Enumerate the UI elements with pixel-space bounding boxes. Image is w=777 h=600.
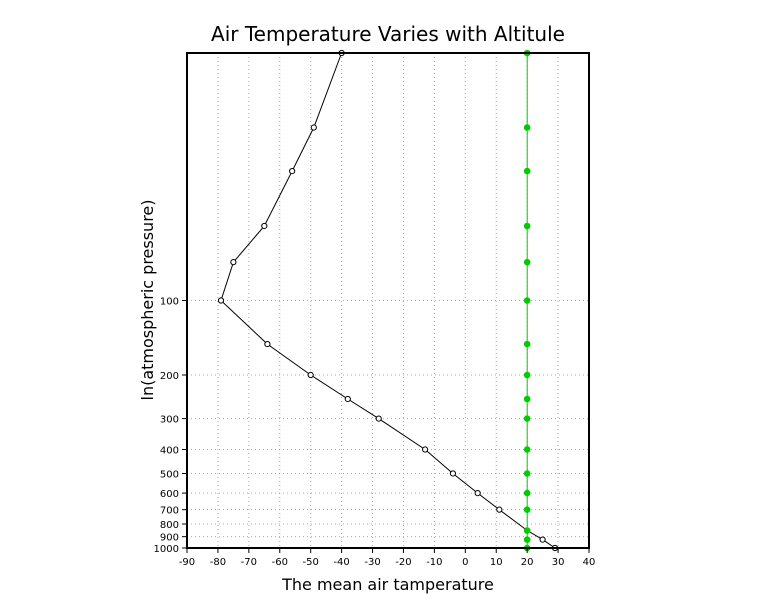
- series-0-point: [375, 415, 382, 422]
- y-tick-label: 200: [160, 371, 179, 382]
- series-0-point: [289, 167, 296, 175]
- series-1-point: [523, 258, 531, 266]
- series-1-point: [523, 340, 531, 348]
- y-tick-label: 1000: [154, 544, 179, 555]
- series-0-point: [310, 124, 317, 131]
- y-tick-label: 400: [160, 446, 179, 457]
- x-tick-label: -40: [333, 557, 349, 568]
- series-0-point: [230, 259, 237, 266]
- series-1-point: [523, 124, 531, 131]
- x-axis-label: The mean air tamperature: [281, 575, 494, 594]
- y-tick-label: 700: [160, 506, 179, 517]
- series-1-point: [523, 167, 531, 175]
- chart-title: Air Temperature Varies with Altitule: [211, 22, 565, 46]
- series-1-point: [523, 415, 531, 422]
- series-1-point: [523, 446, 531, 453]
- x-tick-label: -30: [364, 557, 380, 568]
- y-tick-label: 900: [160, 533, 179, 544]
- series-1-point: [523, 506, 531, 513]
- y-tick-label: 600: [160, 489, 179, 500]
- x-tick-label: 30: [552, 557, 565, 568]
- y-tick-label: 500: [160, 469, 179, 480]
- series-0-point: [307, 371, 314, 379]
- x-tick-label: 20: [521, 557, 534, 568]
- y-tick-label: 800: [160, 520, 179, 531]
- series-1-point: [523, 527, 531, 534]
- series-0-point: [344, 395, 351, 403]
- series-0-point: [539, 536, 546, 543]
- series-0-point: [261, 222, 268, 230]
- x-tick-label: -70: [241, 557, 257, 568]
- series-0-point: [264, 340, 271, 348]
- series-1-point: [523, 222, 531, 230]
- series-1-point: [523, 470, 531, 477]
- y-axis-label: ln(atmospheric pressure): [138, 199, 157, 400]
- series-1-point: [523, 489, 531, 497]
- x-tick-label: 10: [490, 557, 503, 568]
- x-tick-label: 0: [462, 557, 468, 568]
- x-tick-label: -10: [426, 557, 442, 568]
- x-tick-label: -60: [272, 557, 288, 568]
- series-1-point: [523, 536, 531, 543]
- x-tick-label: -20: [395, 557, 411, 568]
- series-0-point: [496, 506, 503, 513]
- series-0-point: [474, 489, 481, 497]
- grid: [187, 53, 589, 548]
- series-1-point: [523, 371, 531, 379]
- series-0-point: [449, 470, 457, 477]
- x-tick-label: -80: [210, 557, 226, 568]
- series-0-point: [217, 297, 225, 304]
- series-1-point: [523, 395, 531, 403]
- tick-layer: -90 -80 -70 -60 -50 -40 -30 -20 -10 0 10 20 30 40 1000…: [154, 297, 596, 569]
- y-tick-label: 100: [160, 297, 179, 308]
- x-tick-label: -50: [303, 557, 319, 568]
- x-tick-label: 40: [583, 557, 596, 568]
- x-tick-label: -90: [179, 557, 195, 568]
- series-0-point: [422, 446, 429, 453]
- y-tick-label: 300: [160, 415, 179, 426]
- series-1-point: [523, 297, 531, 304]
